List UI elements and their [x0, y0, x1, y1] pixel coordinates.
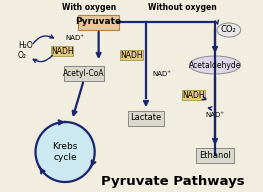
- Ellipse shape: [189, 56, 241, 74]
- Circle shape: [36, 122, 95, 182]
- Text: H₂O: H₂O: [18, 41, 33, 50]
- Text: O₂: O₂: [18, 51, 27, 60]
- FancyBboxPatch shape: [196, 147, 234, 162]
- Text: NAD⁺: NAD⁺: [65, 35, 84, 41]
- Text: Without oxygen: Without oxygen: [148, 3, 217, 12]
- Text: CO₂: CO₂: [221, 26, 237, 35]
- FancyBboxPatch shape: [64, 65, 104, 80]
- Text: NAD⁺: NAD⁺: [205, 112, 224, 118]
- Text: NADH: NADH: [51, 46, 73, 55]
- FancyBboxPatch shape: [120, 50, 143, 60]
- Text: NADH: NADH: [182, 90, 205, 99]
- Text: NADH: NADH: [120, 50, 143, 60]
- Text: Lactate: Lactate: [130, 113, 161, 122]
- Ellipse shape: [217, 23, 241, 37]
- Text: Acetyl-CoA: Acetyl-CoA: [63, 69, 105, 78]
- Text: NAD⁺: NAD⁺: [153, 71, 172, 77]
- Text: Acetaldehyde: Acetaldehyde: [189, 60, 241, 70]
- FancyBboxPatch shape: [51, 46, 73, 56]
- Text: With oxygen: With oxygen: [62, 3, 116, 12]
- FancyBboxPatch shape: [78, 15, 119, 30]
- FancyBboxPatch shape: [128, 111, 164, 126]
- Text: Krebs
cycle: Krebs cycle: [52, 142, 78, 162]
- FancyBboxPatch shape: [182, 90, 205, 100]
- Text: Pyruvate: Pyruvate: [75, 17, 122, 26]
- Text: Ethanol: Ethanol: [199, 151, 231, 160]
- Text: Pyruvate Pathways: Pyruvate Pathways: [101, 175, 244, 189]
